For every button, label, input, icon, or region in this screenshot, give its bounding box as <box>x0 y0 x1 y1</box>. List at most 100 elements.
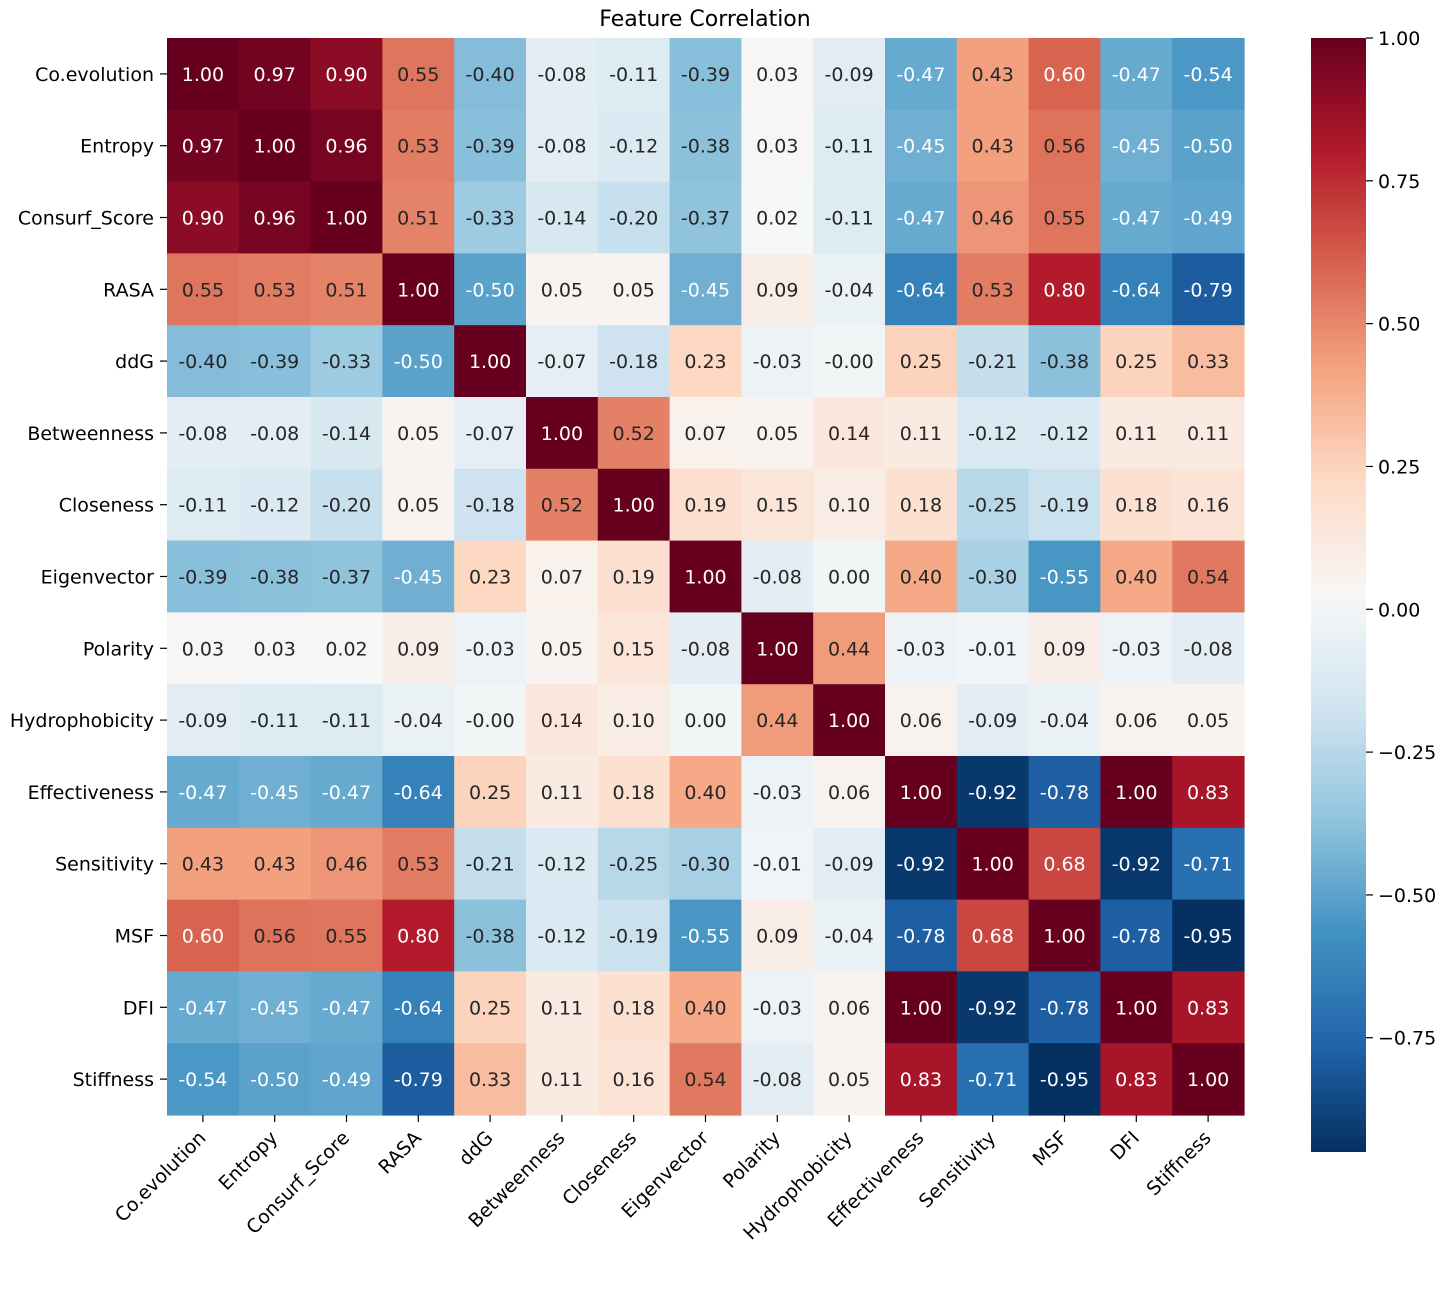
heatmap-cell <box>1172 684 1245 757</box>
heatmap-cell <box>526 540 599 613</box>
cell-value-label: 0.11 <box>1115 423 1157 445</box>
cell-value-label: -0.39 <box>466 136 515 158</box>
cell-value-label: -0.40 <box>466 64 515 86</box>
cell-value-label: 0.18 <box>1115 495 1157 517</box>
cell-value-label: 1.00 <box>613 495 655 517</box>
cell-value-label: 0.46 <box>972 208 1014 230</box>
heatmap-cell <box>382 397 455 470</box>
cell-value-label: 0.60 <box>182 926 224 948</box>
cell-value-label: 1.00 <box>1187 1069 1229 1091</box>
cell-value-label: 0.83 <box>1115 1069 1157 1091</box>
heatmap-cell <box>669 109 742 183</box>
heatmap-cell <box>454 38 527 111</box>
heatmap-cell <box>1100 109 1173 183</box>
cell-value-label: 0.25 <box>1115 351 1157 373</box>
heatmap-cell <box>310 612 383 685</box>
heatmap-cell <box>526 612 599 685</box>
heatmap-cell <box>454 684 527 757</box>
cell-value-label: 1.00 <box>1115 782 1157 804</box>
cell-value-label: -0.64 <box>394 782 443 804</box>
heatmap-cell <box>956 540 1030 613</box>
cell-value-label: -0.78 <box>896 926 945 948</box>
cell-value-label: 1.00 <box>254 136 296 158</box>
heatmap-cell <box>310 38 383 111</box>
heatmap-cell <box>310 109 383 183</box>
heatmap-cell <box>885 253 958 326</box>
cell-value-label: 0.43 <box>182 854 224 876</box>
heatmap-cell <box>167 684 240 757</box>
heatmap-cell <box>1028 899 1101 972</box>
heatmap-cell <box>1172 1043 1245 1116</box>
heatmap-cell <box>526 827 599 901</box>
cell-value-label: 0.44 <box>756 710 798 732</box>
cell-value-label: 0.54 <box>1187 567 1229 589</box>
heatmap-cell <box>167 181 240 254</box>
heatmap-cell <box>382 971 455 1044</box>
colorbar-tick-label: 0.50 <box>1378 314 1420 336</box>
cell-value-label: 0.33 <box>469 1069 511 1091</box>
heatmap-cell <box>741 325 814 398</box>
heatmap-cell <box>382 38 455 111</box>
heatmap-cell <box>956 899 1030 972</box>
heatmap-cell <box>167 540 240 613</box>
cell-value-label: 0.90 <box>182 208 224 230</box>
cell-value-label: -0.04 <box>1040 710 1089 732</box>
cell-value-label: 0.55 <box>182 279 224 301</box>
heatmap-cell <box>167 612 240 685</box>
heatmap-cell <box>1100 397 1173 470</box>
cell-value-label: 0.55 <box>1043 208 1085 230</box>
heatmap-cell <box>669 397 742 470</box>
cell-value-label: -0.55 <box>1040 567 1089 589</box>
heatmap-cell <box>741 540 814 613</box>
heatmap-cell <box>238 971 312 1044</box>
heatmap-cell <box>956 1043 1030 1116</box>
y-tick-label: Betweenness <box>27 423 154 445</box>
heatmap-cell <box>167 899 240 972</box>
heatmap-cell-labels: 1.00 0.97 0.90 0.55 -0.40 -0.08 -0.11 -0.39 0.03… <box>178 64 1232 1091</box>
heatmap-cell <box>238 827 312 901</box>
heatmap-cell <box>1028 181 1101 254</box>
heatmap-cell <box>956 38 1030 111</box>
heatmap-cell <box>669 325 742 398</box>
heatmap-cell <box>526 109 599 183</box>
heatmap-cell <box>526 468 599 542</box>
heatmap-cell <box>597 756 671 829</box>
heatmap-cell <box>310 684 383 757</box>
cell-value-label: 0.05 <box>541 279 583 301</box>
cell-value-label: 0.23 <box>469 567 511 589</box>
heatmap-cell <box>885 181 958 254</box>
cell-value-label: -0.12 <box>609 136 658 158</box>
cell-value-label: -0.21 <box>466 854 515 876</box>
heatmap-cell <box>167 397 240 470</box>
cell-value-label: -0.07 <box>466 423 515 445</box>
cell-value-label: 0.05 <box>1187 710 1229 732</box>
cell-value-label: -0.49 <box>322 1069 371 1091</box>
heatmap-cell <box>1100 971 1173 1044</box>
heatmap-cell <box>741 181 814 254</box>
cell-value-label: 0.03 <box>756 136 798 158</box>
heatmap-cell <box>885 684 958 757</box>
cell-value-label: -0.30 <box>681 854 730 876</box>
heatmap-cell <box>885 325 958 398</box>
heatmap-cell <box>1028 756 1101 829</box>
cell-value-label: -0.64 <box>1112 279 1161 301</box>
heatmap-cell <box>1028 253 1101 326</box>
heatmap-cell <box>310 827 383 901</box>
heatmap-cell <box>1028 468 1101 542</box>
heatmap-cell <box>885 540 958 613</box>
heatmap-cell <box>1172 325 1245 398</box>
cell-value-label: 0.25 <box>469 997 511 1019</box>
y-tick-label: Closeness <box>59 495 154 517</box>
heatmap-cell <box>813 109 886 183</box>
cell-value-label: 0.44 <box>828 638 870 660</box>
heatmap-cell <box>741 109 814 183</box>
cell-value-label: 0.54 <box>684 1069 726 1091</box>
cell-value-label: 0.51 <box>325 279 367 301</box>
y-tick-label: MSF <box>115 926 154 948</box>
heatmap-cell <box>1172 899 1245 972</box>
heatmap-cell <box>956 827 1030 901</box>
heatmap-cell <box>1028 109 1101 183</box>
heatmap-cell <box>741 827 814 901</box>
cell-value-label: -0.12 <box>537 926 586 948</box>
